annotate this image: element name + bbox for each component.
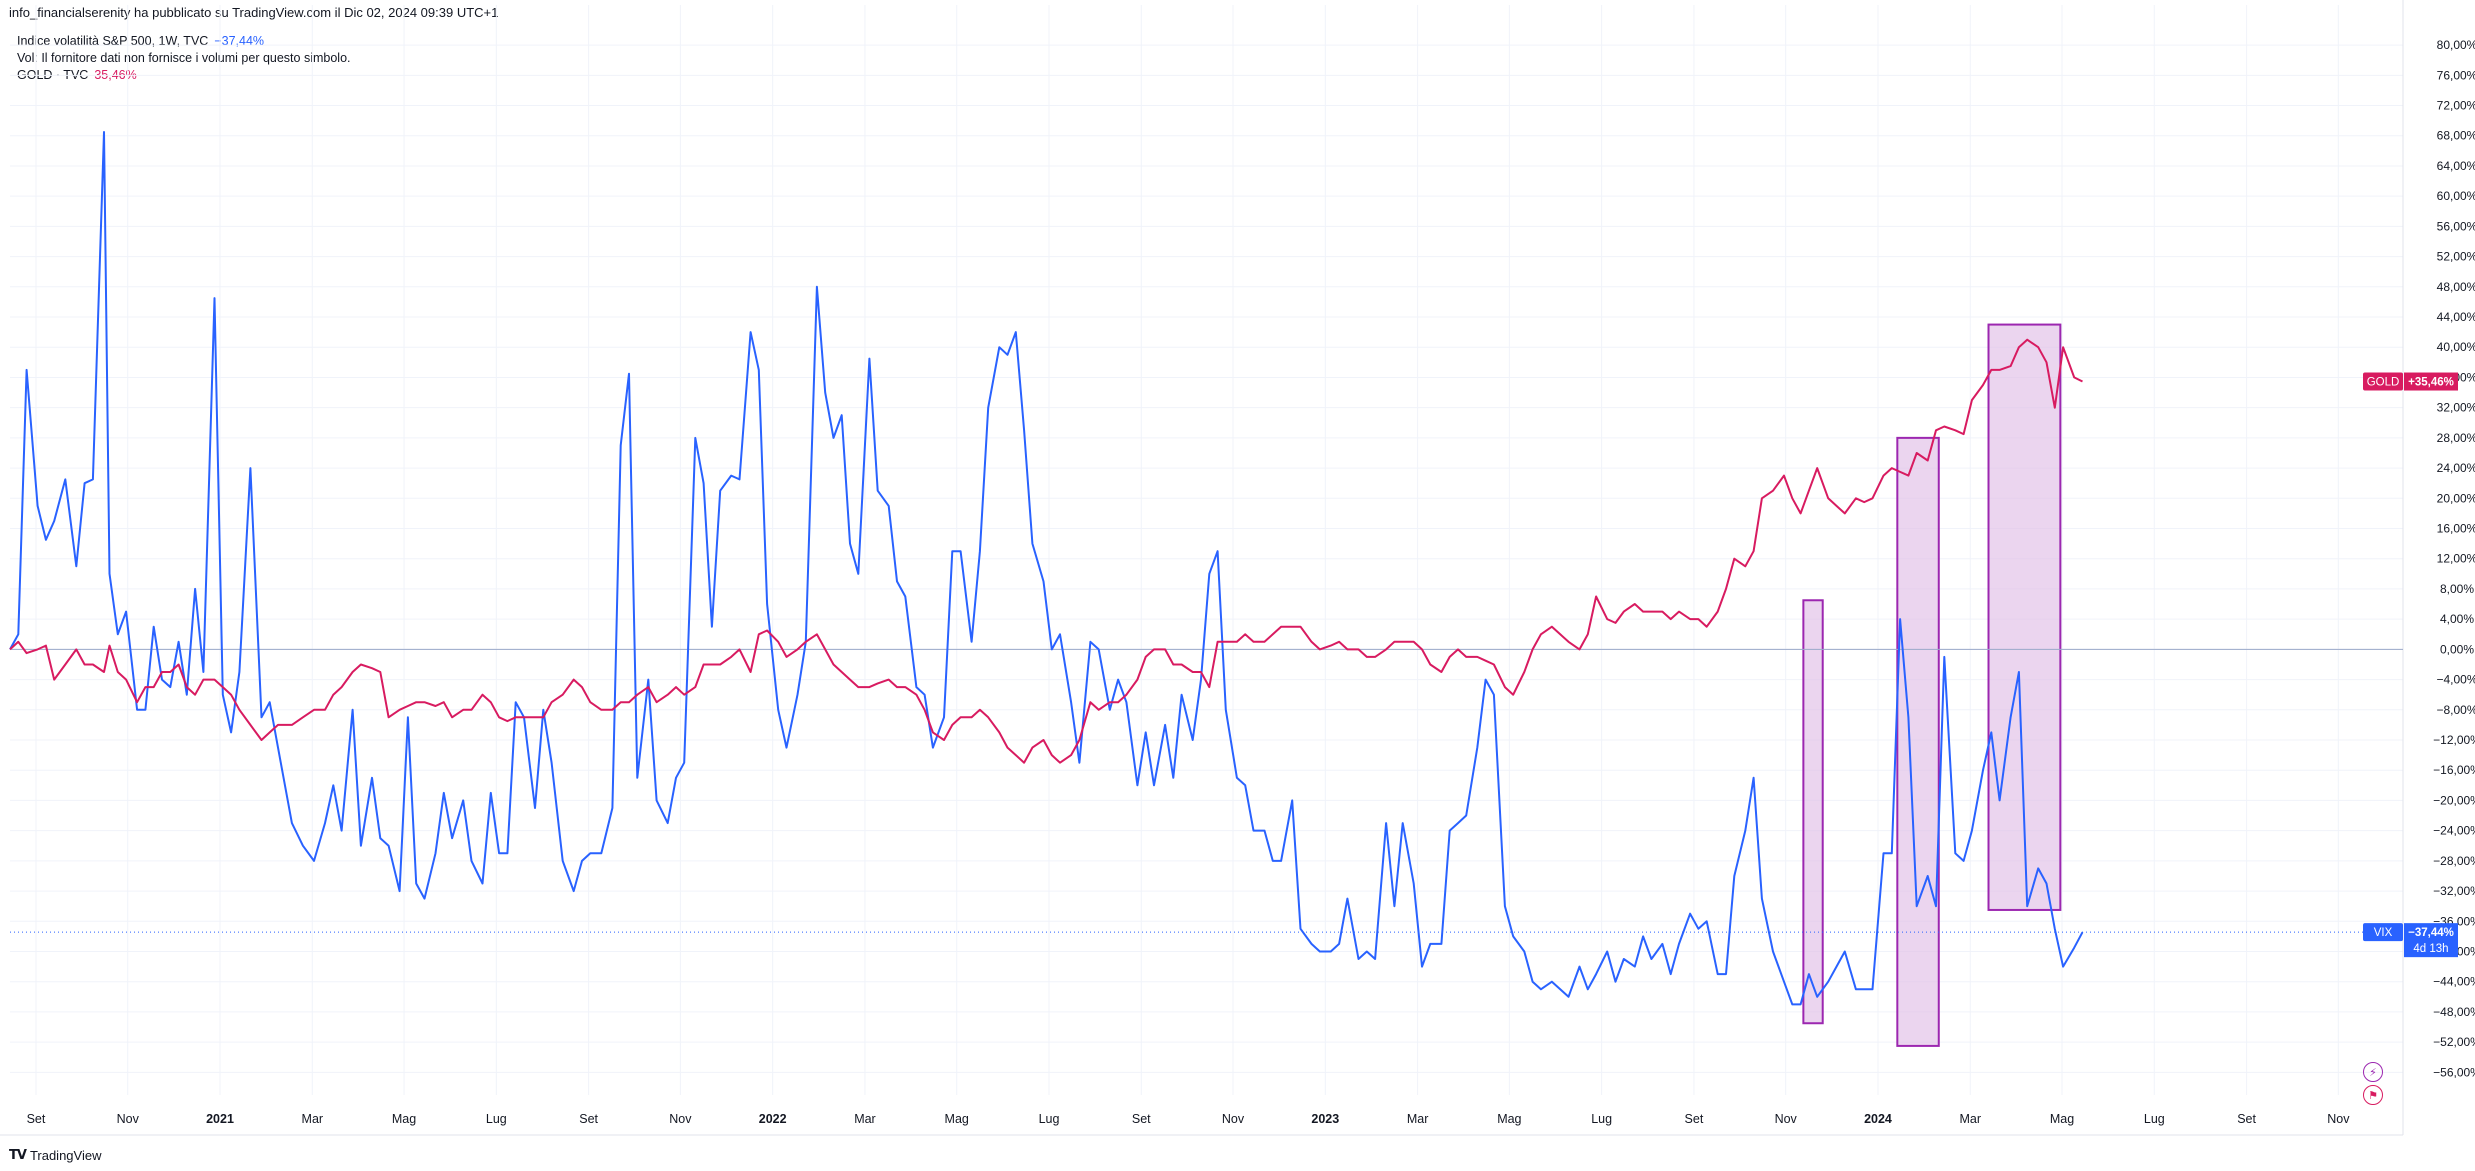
y-tick-label: 64,00% xyxy=(2437,159,2475,173)
us-flag-icon[interactable]: ⚑ xyxy=(2363,1085,2383,1105)
y-tick-label: −20,00% xyxy=(2433,793,2475,807)
x-tick-label: 2022 xyxy=(759,1112,787,1126)
x-tick-label: 2024 xyxy=(1864,1112,1892,1126)
x-tick-label: Set xyxy=(27,1112,46,1126)
footer-brand-label: TradingView xyxy=(29,1147,102,1163)
y-tick-label: −28,00% xyxy=(2433,854,2475,868)
highlight-box[interactable] xyxy=(1896,436,1940,1047)
last-value-tag-gold xyxy=(2363,372,2403,391)
x-tick-label: Mag xyxy=(945,1112,969,1126)
series-line-gold[interactable] xyxy=(9,338,2083,764)
x-tick-label: Mag xyxy=(1497,1112,1521,1126)
y-tick-label: −56,00% xyxy=(2433,1065,2475,1079)
y-tick-label: −8,00% xyxy=(2436,703,2475,717)
last-value-badge-text: +35,46% xyxy=(2408,377,2454,389)
x-tick-label: Mar xyxy=(1960,1112,1982,1126)
x-tick-label: Set xyxy=(1132,1112,1151,1126)
legend-row-vix[interactable]: Indice volatilità S&P 500, 1W, TVC −37,44… xyxy=(17,33,351,50)
y-tick-label: 0,00% xyxy=(2440,642,2474,656)
x-tick-label: Lug xyxy=(2144,1112,2165,1126)
y-tick-label: −24,00% xyxy=(2433,824,2475,838)
x-tick-label: Nov xyxy=(669,1112,692,1126)
x-tick-label: Nov xyxy=(117,1112,140,1126)
y-tick-label: 80,00% xyxy=(2437,38,2475,52)
x-tick-label: Set xyxy=(2237,1112,2256,1126)
footer-brand[interactable]: 𝗧𝗩 TradingView xyxy=(9,1147,101,1163)
x-tick-label: Lug xyxy=(1039,1112,1060,1126)
chart-legend: Indice volatilità S&P 500, 1W, TVC −37,44… xyxy=(17,33,351,84)
x-tick-label: Mar xyxy=(302,1112,324,1126)
x-tick-label: 2021 xyxy=(206,1112,234,1126)
y-tick-label: −4,00% xyxy=(2436,673,2475,687)
x-tick-label: Set xyxy=(579,1112,598,1126)
x-tick-label: Nov xyxy=(1775,1112,1798,1126)
x-tick-label: Mar xyxy=(1407,1112,1429,1126)
y-tick-label: −52,00% xyxy=(2433,1035,2475,1049)
y-tick-label: 72,00% xyxy=(2437,99,2475,113)
y-tick-label: 24,00% xyxy=(2437,461,2475,475)
y-tick-label: 48,00% xyxy=(2437,280,2475,294)
countdown-badge-text: 4d 13h xyxy=(2413,943,2448,955)
tradingview-logo-icon: 𝗧𝗩 xyxy=(9,1147,27,1162)
y-tick-label: 12,00% xyxy=(2437,552,2475,566)
y-tick-label: 52,00% xyxy=(2437,250,2475,264)
last-value-badge-gold xyxy=(2404,372,2458,391)
x-tick-label: Mar xyxy=(854,1112,876,1126)
y-tick-label: 32,00% xyxy=(2437,401,2475,415)
y-tick-label: −12,00% xyxy=(2433,733,2475,747)
y-tick-label: 56,00% xyxy=(2437,219,2475,233)
x-tick-label: Nov xyxy=(2327,1112,2350,1126)
y-tick-label: 20,00% xyxy=(2437,491,2475,505)
y-tick-label: 60,00% xyxy=(2437,189,2475,203)
y-tick-label: −32,00% xyxy=(2433,884,2475,898)
last-value-tag-text: VIX xyxy=(2374,927,2393,939)
y-tick-label: 44,00% xyxy=(2437,310,2475,324)
x-tick-label: Mag xyxy=(2050,1112,2074,1126)
y-tick-label: 16,00% xyxy=(2437,522,2475,536)
y-tick-label: 76,00% xyxy=(2437,68,2475,82)
y-tick-label: −16,00% xyxy=(2433,763,2475,777)
last-value-badge-text: −37,44% xyxy=(2408,927,2454,939)
y-tick-label: 40,00% xyxy=(2437,340,2475,354)
y-tick-label: 28,00% xyxy=(2437,431,2475,445)
legend-vix-value: −37,44% xyxy=(214,34,265,48)
y-tick-label: 68,00% xyxy=(2437,129,2475,143)
highlight-box[interactable] xyxy=(1802,599,1824,1025)
x-tick-label: Nov xyxy=(1222,1112,1245,1126)
x-tick-label: Lug xyxy=(1591,1112,1612,1126)
last-value-tag-vix xyxy=(2363,923,2403,942)
last-value-tag-text: GOLD xyxy=(2367,377,2400,389)
x-tick-label: Set xyxy=(1685,1112,1704,1126)
x-tick-label: Lug xyxy=(486,1112,507,1126)
x-tick-label: 2023 xyxy=(1311,1112,1339,1126)
legend-vix-label: Indice volatilità S&P 500, 1W, TVC xyxy=(17,34,209,48)
y-tick-label: −48,00% xyxy=(2433,1005,2475,1019)
published-note: info_financialserenity ha pubblicato su … xyxy=(9,5,499,20)
lightning-icon[interactable]: ⚡ xyxy=(2363,1062,2383,1082)
x-tick-label: Mag xyxy=(392,1112,416,1126)
legend-row-vol: Vol: Il fornitore dati non fornisce i vo… xyxy=(17,50,351,67)
last-value-badge-vix xyxy=(2404,923,2458,958)
y-tick-label: 4,00% xyxy=(2440,612,2474,626)
legend-vol-note: Vol: Il fornitore dati non fornisce i vo… xyxy=(17,51,351,65)
y-tick-label: −44,00% xyxy=(2433,975,2475,989)
y-tick-label: 8,00% xyxy=(2440,582,2474,596)
series-line-vix[interactable] xyxy=(9,131,2084,1006)
